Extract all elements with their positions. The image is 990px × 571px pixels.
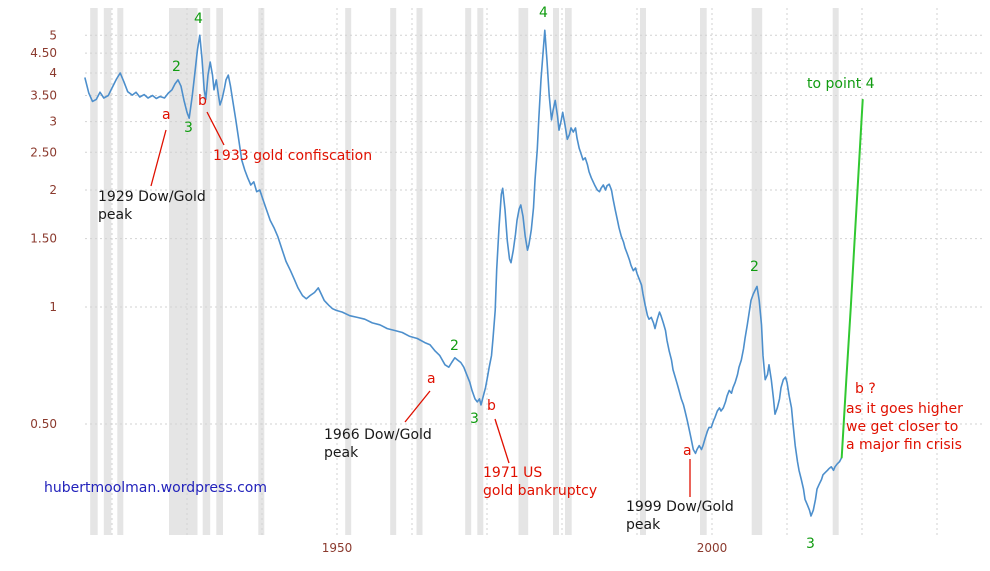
y-tick-label: 5 bbox=[49, 28, 57, 42]
recession-band bbox=[117, 8, 124, 535]
note-1966-peak: 1966 Dow/Gold peak bbox=[324, 427, 432, 461]
x-tick-label: 1950 bbox=[322, 541, 353, 555]
wave-label-a-1999: a bbox=[683, 443, 692, 459]
recession-bands-layer bbox=[90, 8, 839, 535]
leader-1971-bankruptcy bbox=[494, 418, 510, 464]
note-to-point-4: to point 4 bbox=[807, 76, 875, 92]
recession-band bbox=[640, 8, 646, 535]
wave-label-a-1929: a bbox=[162, 107, 171, 123]
y-tick-label: 3 bbox=[49, 115, 57, 129]
recession-band bbox=[90, 8, 98, 535]
wave-label-b-1933: b bbox=[198, 93, 207, 109]
recession-band bbox=[751, 8, 763, 535]
wave-label-b-question: b ? bbox=[855, 381, 876, 397]
wave-label-3-1929: 3 bbox=[184, 120, 193, 136]
y-tick-label: 3.50 bbox=[30, 89, 57, 103]
wave-label-b-1971: b bbox=[487, 398, 496, 414]
recession-band bbox=[416, 8, 423, 535]
ratio-line bbox=[84, 29, 843, 517]
y-tick-label: 1 bbox=[49, 300, 57, 314]
y-tick-label: 4 bbox=[49, 66, 57, 80]
recession-band bbox=[202, 8, 211, 535]
gridlines-layer bbox=[85, 8, 985, 535]
axis-tick-labels-layer: 5 4.50 4 3.50 3 2.50 2 1.50 1 0.50 1950 2000 bbox=[30, 28, 727, 555]
note-1929-peak: 1929 Dow/Gold peak bbox=[98, 189, 206, 223]
y-tick-label: 2 bbox=[49, 183, 57, 197]
wave-label-a-1966: a bbox=[427, 371, 436, 387]
leader-1929-peak bbox=[150, 129, 167, 187]
recession-band bbox=[345, 8, 352, 535]
recession-band bbox=[565, 8, 572, 535]
recession-band bbox=[553, 8, 559, 535]
note-1933-confiscation: 1933 gold confiscation bbox=[213, 148, 373, 164]
recession-band bbox=[258, 8, 265, 535]
note-1999-peak: 1999 Dow/Gold peak bbox=[626, 499, 734, 533]
recession-band bbox=[832, 8, 839, 535]
y-tick-label: 4.50 bbox=[30, 46, 57, 60]
recession-band bbox=[465, 8, 472, 535]
recession-band bbox=[103, 8, 112, 535]
recession-band bbox=[390, 8, 397, 535]
x-tick-label: 2000 bbox=[697, 541, 728, 555]
wave-label-2-2006: 2 bbox=[750, 259, 759, 275]
wave-label-4-1933: 4 bbox=[194, 11, 203, 27]
wave-label-2-1929: 2 bbox=[172, 59, 181, 75]
series-layer bbox=[84, 29, 864, 517]
note-crisis: as it goes higher we get closer to a maj… bbox=[846, 401, 963, 453]
projection-to-point-4 bbox=[840, 98, 864, 459]
recession-band bbox=[216, 8, 223, 535]
y-tick-label: 2.50 bbox=[30, 145, 57, 159]
note-1971-bankruptcy: 1971 US gold bankruptcy bbox=[483, 465, 598, 499]
wave-label-4-1980: 4 bbox=[539, 5, 548, 21]
recession-band bbox=[477, 8, 484, 535]
annotation-leader-lines bbox=[150, 111, 691, 497]
recession-band bbox=[518, 8, 529, 535]
y-tick-label: 1.50 bbox=[30, 232, 57, 246]
wave-label-3-recent: 3 bbox=[806, 536, 815, 552]
recession-band bbox=[700, 8, 707, 535]
y-tick-label: 0.50 bbox=[30, 417, 57, 431]
leader-1966-peak bbox=[404, 390, 431, 423]
wave-label-2-1966: 2 bbox=[450, 338, 459, 354]
watermark: hubertmoolman.wordpress.com bbox=[44, 480, 267, 496]
wave-label-3-1966: 3 bbox=[470, 411, 479, 427]
leader-1933-confiscation bbox=[206, 111, 225, 146]
